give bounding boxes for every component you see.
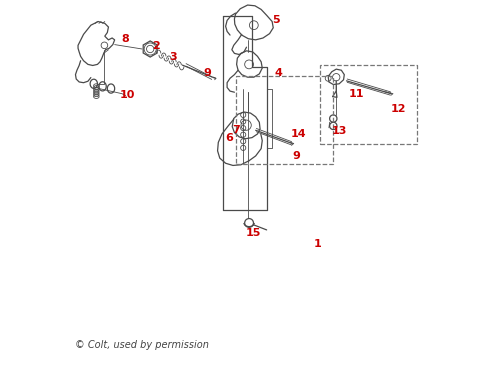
Text: 11: 11: [349, 89, 364, 99]
Text: © Colt, used by permission: © Colt, used by permission: [76, 340, 209, 350]
Text: 10: 10: [120, 90, 135, 100]
Bar: [235, 76, 333, 164]
Text: 12: 12: [391, 104, 406, 114]
Text: 2: 2: [152, 41, 160, 51]
Text: 14: 14: [291, 129, 307, 139]
Text: 13: 13: [332, 127, 347, 137]
Text: 5: 5: [272, 15, 280, 25]
Text: 9: 9: [204, 68, 211, 78]
Text: 4: 4: [275, 68, 282, 78]
Text: 8: 8: [121, 34, 129, 44]
Text: 3: 3: [169, 52, 177, 62]
Text: 1: 1: [313, 239, 321, 249]
Bar: [320, 65, 417, 144]
Text: 7: 7: [233, 125, 240, 135]
Text: 9: 9: [293, 151, 300, 161]
Text: 15: 15: [246, 228, 262, 238]
Text: 6: 6: [225, 132, 233, 143]
